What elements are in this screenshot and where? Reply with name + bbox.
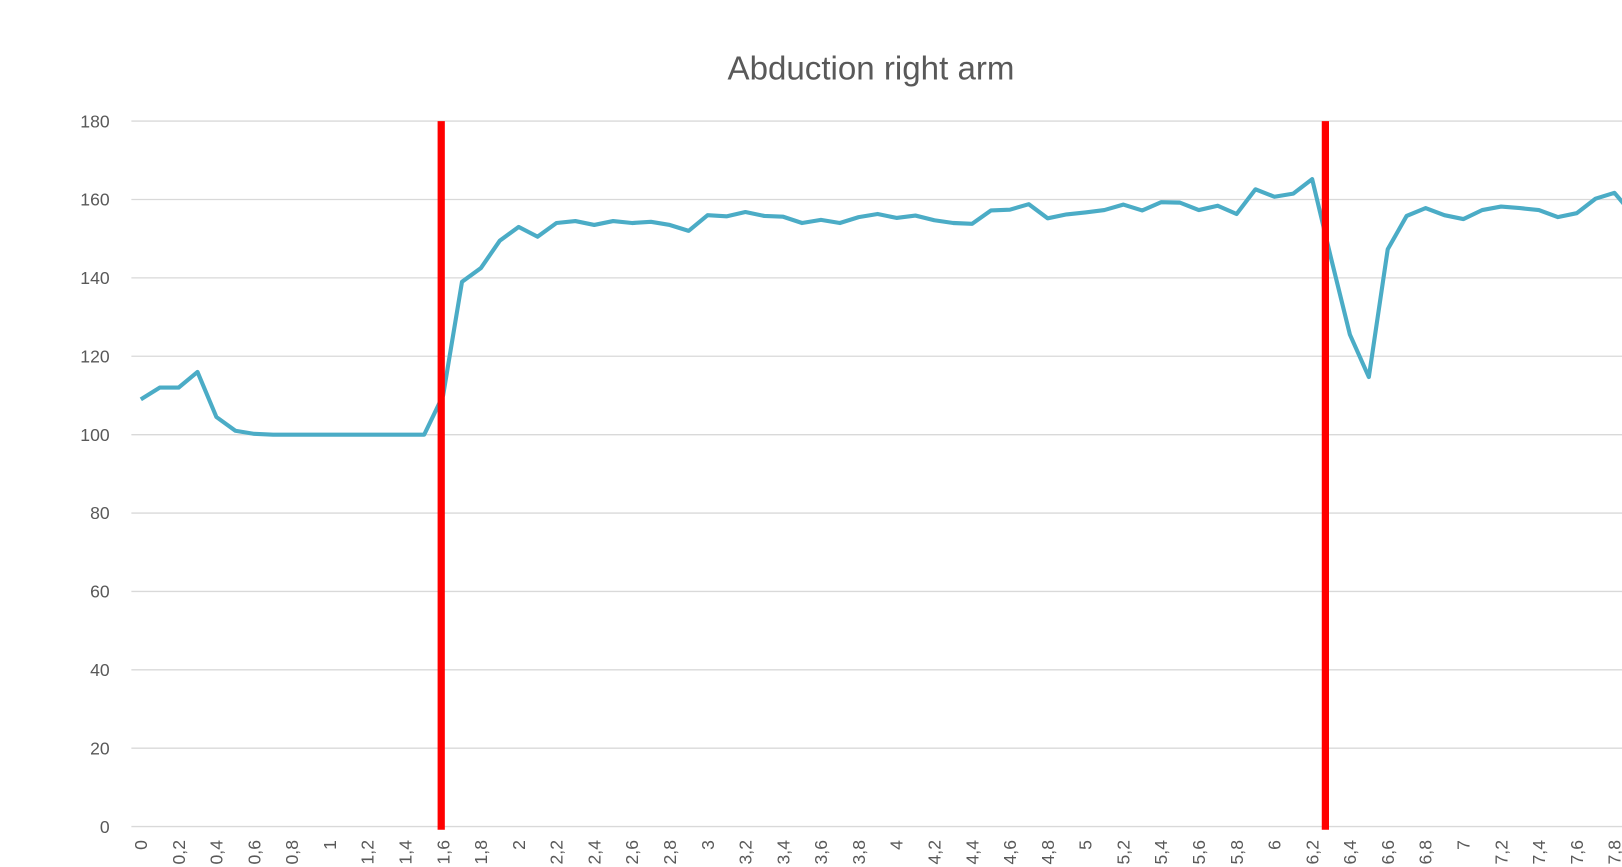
x-tick-label: 1,2 <box>358 840 378 864</box>
x-tick-label: 4,8 <box>1038 840 1058 865</box>
x-tick-label: 5,8 <box>1227 840 1247 865</box>
x-tick-label: 0,8 <box>282 840 302 865</box>
y-tick-label: 80 <box>90 503 110 523</box>
x-tick-label: 3,6 <box>811 840 831 864</box>
x-tick-label: 2,2 <box>547 840 567 864</box>
x-tick-label: 2 <box>509 840 529 850</box>
x-tick-label: 5,6 <box>1189 840 1209 864</box>
x-tick-label: 7 <box>1454 840 1474 850</box>
x-tick-label: 4,6 <box>1000 840 1020 864</box>
x-tick-label: 6,2 <box>1302 840 1322 864</box>
x-tick-label: 0 <box>131 840 151 850</box>
y-tick-label: 100 <box>80 425 110 445</box>
x-tick-label: 1 <box>320 840 340 850</box>
x-tick-label: 5 <box>1076 840 1096 850</box>
y-tick-label: 180 <box>80 111 110 131</box>
x-tick-label: 4,4 <box>962 840 982 865</box>
x-tick-label: 0,2 <box>169 840 189 864</box>
x-tick-label: 1,6 <box>433 840 453 864</box>
x-tick-label: 5,2 <box>1113 840 1133 864</box>
y-tick-label: 120 <box>80 346 110 366</box>
x-tick-label: 6,4 <box>1340 840 1360 865</box>
x-tick-label: 2,4 <box>584 840 604 865</box>
data-line <box>139 177 1622 437</box>
y-tick-label: 140 <box>80 268 110 288</box>
x-tick-label: 5,4 <box>1151 840 1171 865</box>
x-tick-label: 6,6 <box>1378 840 1398 864</box>
x-tick-label: 0,6 <box>244 840 264 864</box>
x-tick-label: 3,2 <box>736 840 756 864</box>
x-tick-label: 7,6 <box>1567 840 1587 864</box>
x-tick-label: 4 <box>887 840 907 850</box>
x-tick-label: 6,8 <box>1416 840 1436 865</box>
x-tick-label: 0,4 <box>207 840 227 865</box>
x-tick-label: 7,8 <box>1605 840 1622 865</box>
y-tick-label: 40 <box>90 660 110 680</box>
y-tick-label: 20 <box>90 738 110 758</box>
x-tick-label: 3,8 <box>849 840 869 865</box>
chart-title: Abduction right arm <box>728 51 1015 88</box>
x-tick-label: 4,2 <box>925 840 945 864</box>
x-tick-label: 3,4 <box>773 840 793 865</box>
y-tick-label: 60 <box>90 582 110 602</box>
x-tick-label: 7,2 <box>1491 840 1511 864</box>
x-tick-label: 3 <box>698 840 718 850</box>
y-tick-label: 0 <box>100 817 110 837</box>
x-tick-label: 6 <box>1265 840 1285 850</box>
x-tick-label: 7,4 <box>1529 840 1549 865</box>
x-tick-label: 2,6 <box>622 840 642 864</box>
y-tick-label: 160 <box>80 190 110 210</box>
x-tick-label: 2,8 <box>660 840 680 865</box>
x-tick-label: 1,4 <box>396 840 416 865</box>
x-tick-label: 1,8 <box>471 840 491 865</box>
